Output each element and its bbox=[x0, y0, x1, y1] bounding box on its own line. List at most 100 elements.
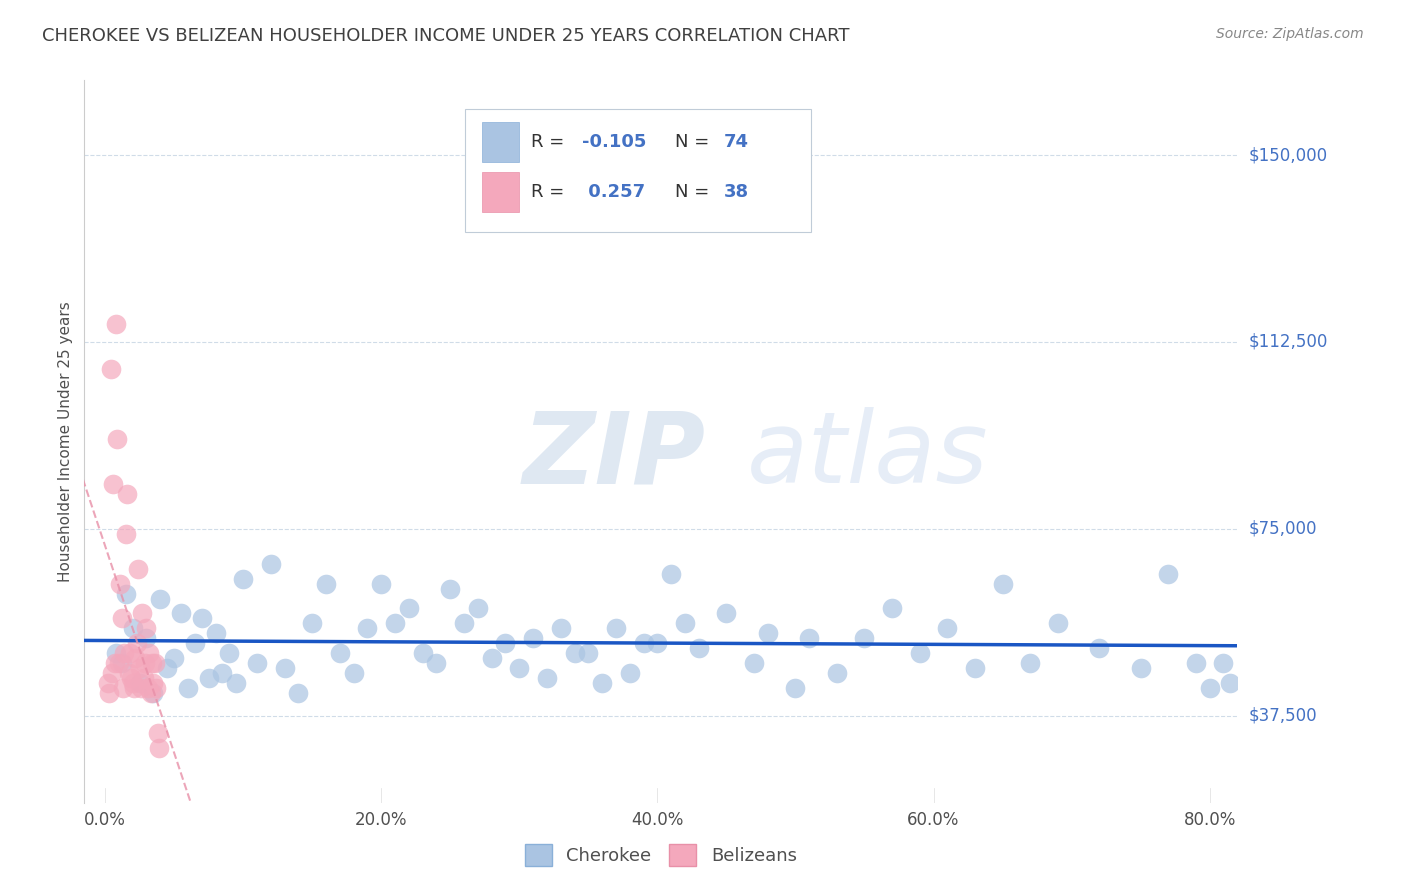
Point bbox=[799, 632, 821, 646]
Text: N =: N = bbox=[675, 183, 714, 202]
Text: -0.105: -0.105 bbox=[582, 133, 647, 151]
Point bbox=[143, 657, 166, 671]
Point bbox=[139, 686, 162, 700]
Text: ZIP: ZIP bbox=[523, 408, 706, 505]
Point bbox=[124, 651, 146, 665]
Text: 38: 38 bbox=[724, 183, 749, 202]
Point bbox=[329, 646, 352, 660]
Point bbox=[522, 632, 544, 646]
Point bbox=[131, 607, 153, 621]
Point bbox=[103, 476, 125, 491]
Point bbox=[1185, 657, 1208, 671]
Point bbox=[287, 686, 309, 700]
Point bbox=[315, 576, 337, 591]
Point bbox=[1157, 566, 1180, 581]
Point bbox=[412, 646, 434, 660]
Point bbox=[117, 666, 139, 681]
Point bbox=[1198, 681, 1220, 696]
Point bbox=[467, 601, 489, 615]
Point bbox=[1219, 676, 1241, 690]
Point bbox=[111, 657, 134, 671]
Point bbox=[105, 646, 128, 660]
Point bbox=[439, 582, 461, 596]
Point bbox=[184, 636, 207, 650]
Point bbox=[120, 671, 142, 685]
Point bbox=[880, 601, 903, 615]
Point bbox=[101, 666, 124, 681]
Point bbox=[132, 671, 155, 685]
Point bbox=[105, 318, 128, 332]
Text: R =: R = bbox=[530, 133, 569, 151]
Point bbox=[647, 636, 669, 650]
Point bbox=[134, 657, 156, 671]
Text: $150,000: $150,000 bbox=[1249, 146, 1327, 164]
Point bbox=[273, 661, 295, 675]
Point bbox=[197, 671, 219, 685]
Point bbox=[605, 621, 627, 635]
Text: N =: N = bbox=[675, 133, 714, 151]
Text: $112,500: $112,500 bbox=[1249, 333, 1327, 351]
Point bbox=[536, 671, 558, 685]
Point bbox=[135, 632, 157, 646]
Point bbox=[138, 646, 160, 660]
Point bbox=[129, 681, 152, 696]
Point bbox=[936, 621, 959, 635]
Point bbox=[742, 657, 765, 671]
Point bbox=[142, 676, 165, 690]
FancyBboxPatch shape bbox=[465, 109, 811, 232]
Point bbox=[177, 681, 200, 696]
Point bbox=[218, 646, 240, 660]
Point bbox=[688, 641, 710, 656]
Point bbox=[115, 487, 138, 501]
Point bbox=[825, 666, 848, 681]
Point bbox=[146, 726, 169, 740]
Point bbox=[481, 651, 503, 665]
Text: atlas: atlas bbox=[748, 408, 988, 505]
Point bbox=[453, 616, 475, 631]
Point bbox=[163, 651, 186, 665]
Point bbox=[398, 601, 420, 615]
Point bbox=[785, 681, 807, 696]
Point bbox=[576, 646, 599, 660]
FancyBboxPatch shape bbox=[482, 172, 519, 212]
Point bbox=[370, 576, 392, 591]
Text: $75,000: $75,000 bbox=[1249, 520, 1317, 538]
Point bbox=[100, 362, 122, 376]
Point bbox=[156, 661, 179, 675]
Point bbox=[425, 657, 447, 671]
Point bbox=[110, 576, 132, 591]
Point bbox=[591, 676, 613, 690]
Point bbox=[127, 561, 149, 575]
Text: Source: ZipAtlas.com: Source: ZipAtlas.com bbox=[1216, 27, 1364, 41]
Point bbox=[111, 681, 134, 696]
Point bbox=[716, 607, 738, 621]
Point bbox=[142, 686, 165, 700]
Point bbox=[114, 526, 136, 541]
Y-axis label: Householder Income Under 25 years: Householder Income Under 25 years bbox=[58, 301, 73, 582]
Point bbox=[112, 646, 135, 660]
Point bbox=[114, 586, 136, 600]
Point bbox=[659, 566, 682, 581]
Point bbox=[508, 661, 530, 675]
Point bbox=[756, 626, 779, 640]
Point bbox=[342, 666, 364, 681]
Point bbox=[148, 741, 170, 756]
Point bbox=[135, 621, 157, 635]
Point bbox=[111, 611, 134, 625]
Point bbox=[107, 432, 129, 446]
Point bbox=[356, 621, 378, 635]
Point bbox=[225, 676, 247, 690]
Point bbox=[1019, 657, 1042, 671]
Point bbox=[550, 621, 572, 635]
Point bbox=[963, 661, 986, 675]
Point bbox=[149, 591, 172, 606]
Point bbox=[673, 616, 696, 631]
Point bbox=[121, 621, 143, 635]
Point bbox=[98, 686, 121, 700]
Text: 0.257: 0.257 bbox=[582, 183, 645, 202]
Legend: Cherokee, Belizeans: Cherokee, Belizeans bbox=[517, 837, 804, 873]
Point bbox=[170, 607, 193, 621]
Point bbox=[564, 646, 586, 660]
Text: CHEROKEE VS BELIZEAN HOUSEHOLDER INCOME UNDER 25 YEARS CORRELATION CHART: CHEROKEE VS BELIZEAN HOUSEHOLDER INCOME … bbox=[42, 27, 849, 45]
Point bbox=[991, 576, 1014, 591]
